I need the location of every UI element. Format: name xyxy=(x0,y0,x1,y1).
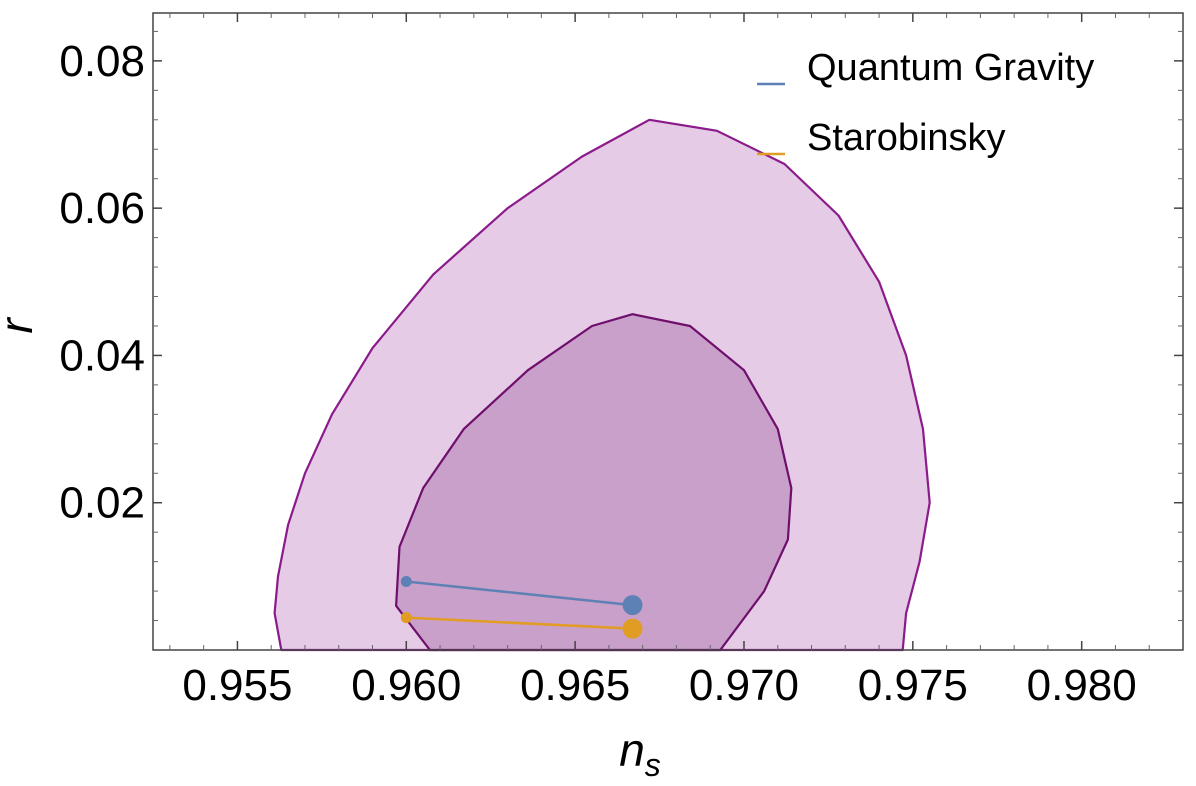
data-point-starobinsky xyxy=(400,612,412,624)
data-point-quantum-gravity xyxy=(400,576,412,588)
y-axis-label: r xyxy=(0,317,42,334)
x-tick-label: 0.965 xyxy=(520,661,630,710)
x-axis-label-subscript: s xyxy=(645,747,661,783)
x-tick-label: 0.960 xyxy=(351,661,461,710)
x-tick-label: 0.975 xyxy=(858,661,968,710)
legend-label-starobinsky: Starobinsky xyxy=(807,117,1006,159)
series-layer xyxy=(400,576,643,639)
series-line-starobinsky xyxy=(406,616,633,630)
series-line-quantum-gravity xyxy=(406,580,633,607)
plot-frame xyxy=(152,12,1184,651)
data-point-quantum-gravity xyxy=(622,595,643,616)
x-axis-label: ns xyxy=(619,724,661,783)
y-tick-label: 0.06 xyxy=(59,184,145,233)
legend-label-quantum-gravity: Quantum Gravity xyxy=(807,47,1094,89)
legend: Quantum Gravity Starobinsky xyxy=(757,47,1094,159)
data-point-starobinsky xyxy=(622,618,643,639)
contour-inner xyxy=(395,313,793,652)
x-tick-label: 0.980 xyxy=(1027,661,1137,710)
axis-ticks: 0.955 0.960 0.965 0.970 0.975 0.980 0.02 0.04 0.… xyxy=(59,13,1183,710)
y-tick-label: 0.08 xyxy=(59,37,145,86)
x-axis-label-main: n xyxy=(619,724,645,776)
y-tick-label: 0.04 xyxy=(59,331,145,380)
confidence-contours xyxy=(273,118,931,652)
y-tick-label: 0.02 xyxy=(59,479,145,528)
x-tick-label: 0.955 xyxy=(182,661,292,710)
x-tick-label: 0.970 xyxy=(689,661,799,710)
